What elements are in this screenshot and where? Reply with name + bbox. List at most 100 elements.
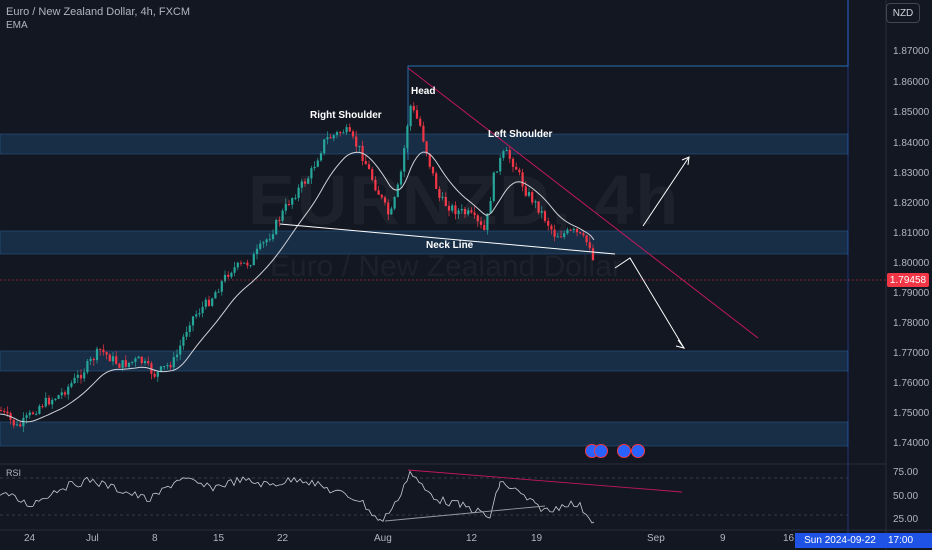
price-label: 1.78000	[893, 318, 930, 329]
price-label: 1.79000	[893, 288, 930, 299]
candle-body	[60, 392, 63, 396]
candle-body	[364, 161, 367, 165]
candle-body	[201, 306, 204, 314]
candle-body	[92, 358, 95, 361]
candle-body	[534, 201, 537, 203]
symbol-title[interactable]: Euro / New Zealand Dollar, 4h, FXCM	[6, 6, 191, 18]
candle-body	[403, 148, 406, 172]
candle-body	[233, 267, 236, 273]
candle-body	[179, 345, 182, 355]
candle-body	[259, 243, 262, 249]
candle-body	[83, 372, 86, 379]
candle-body	[102, 349, 105, 353]
rsi-label[interactable]: RSI	[6, 468, 22, 478]
candle-body	[425, 141, 428, 154]
candle-body	[323, 139, 326, 154]
annotation-head[interactable]: Head	[411, 86, 436, 97]
candle-body	[297, 187, 300, 198]
event-marker[interactable]	[617, 444, 631, 458]
candle-body	[483, 224, 486, 231]
candle-body	[467, 210, 470, 215]
candle-body	[566, 229, 569, 234]
candle-body	[451, 205, 454, 211]
candle-body	[185, 331, 188, 337]
candle-body	[182, 336, 185, 346]
candle-body	[41, 406, 44, 408]
candle-body	[537, 201, 540, 213]
candle-body	[521, 172, 524, 187]
candle-body	[86, 360, 89, 373]
annotation-right-shoulder[interactable]: Right Shoulder	[310, 110, 382, 121]
candle-body	[294, 197, 297, 199]
candle-body	[131, 361, 134, 363]
candle-body	[319, 153, 323, 161]
candle-body	[585, 235, 588, 243]
candle-body	[207, 299, 211, 306]
descending-trendline[interactable]	[407, 67, 759, 339]
candle-body	[143, 361, 147, 364]
price-label: 1.75000	[893, 408, 930, 419]
candle-body	[3, 410, 6, 412]
candle-body	[492, 172, 495, 201]
zone-low	[0, 421, 849, 447]
candle-body	[342, 132, 345, 134]
price-label: 1.82000	[893, 198, 930, 209]
candle-body	[502, 151, 505, 158]
neck-line[interactable]	[279, 223, 616, 255]
candle-body	[399, 171, 403, 185]
candle-body	[223, 274, 227, 282]
candle-body	[137, 356, 140, 359]
candle-body	[265, 239, 268, 243]
candle-body	[553, 229, 556, 237]
candle-body	[380, 194, 383, 198]
rsi-axis-label: 50.00	[893, 491, 919, 502]
candle-body	[19, 424, 22, 427]
candle-body	[67, 386, 70, 395]
candle-body	[262, 242, 265, 244]
price-label: 1.80000	[893, 258, 930, 269]
zone-mid	[0, 350, 849, 372]
rsi-axis-label: 25.00	[893, 514, 919, 525]
time-label: Jul	[86, 533, 99, 544]
candle-body	[419, 118, 422, 126]
candle-body	[57, 395, 60, 399]
candle-body	[313, 166, 316, 169]
candle-body	[438, 188, 441, 198]
currency-button[interactable]: NZD	[886, 3, 920, 23]
candle-body	[489, 200, 492, 214]
candle-body	[495, 171, 499, 173]
annotation-left-shoulder[interactable]: Left Shoulder	[488, 129, 553, 140]
candle-body	[307, 178, 310, 184]
candle-body	[479, 221, 483, 225]
candle-body	[588, 242, 591, 249]
time-label: 15	[213, 533, 225, 544]
event-marker[interactable]	[631, 444, 645, 458]
candle-body	[390, 208, 393, 215]
candle-body	[271, 234, 275, 240]
candle-body	[25, 415, 28, 418]
time-label: 8	[152, 533, 158, 544]
time-label: 22	[277, 533, 289, 544]
candle-body	[591, 248, 595, 261]
projection-arrows[interactable]	[614, 156, 690, 349]
candle-body	[111, 356, 115, 362]
candle-body	[188, 325, 191, 332]
candle-body	[249, 265, 252, 267]
candle-body	[422, 125, 425, 142]
candle-body	[579, 232, 582, 234]
candle-body	[524, 186, 527, 196]
candle-body	[118, 363, 121, 368]
indicator-label[interactable]: EMA	[6, 20, 28, 31]
candle-body	[476, 215, 479, 222]
candle-body	[6, 411, 9, 414]
candle-body	[287, 203, 291, 205]
annotation-neck-line[interactable]: Neck Line	[426, 240, 474, 251]
price-label: 1.81000	[893, 228, 930, 239]
candle-body	[511, 158, 515, 167]
event-marker[interactable]	[594, 444, 608, 458]
current-price-tag: 1.79458	[887, 273, 929, 287]
candle-body	[214, 292, 217, 299]
candle-body	[441, 196, 444, 198]
candle-body	[169, 365, 172, 368]
